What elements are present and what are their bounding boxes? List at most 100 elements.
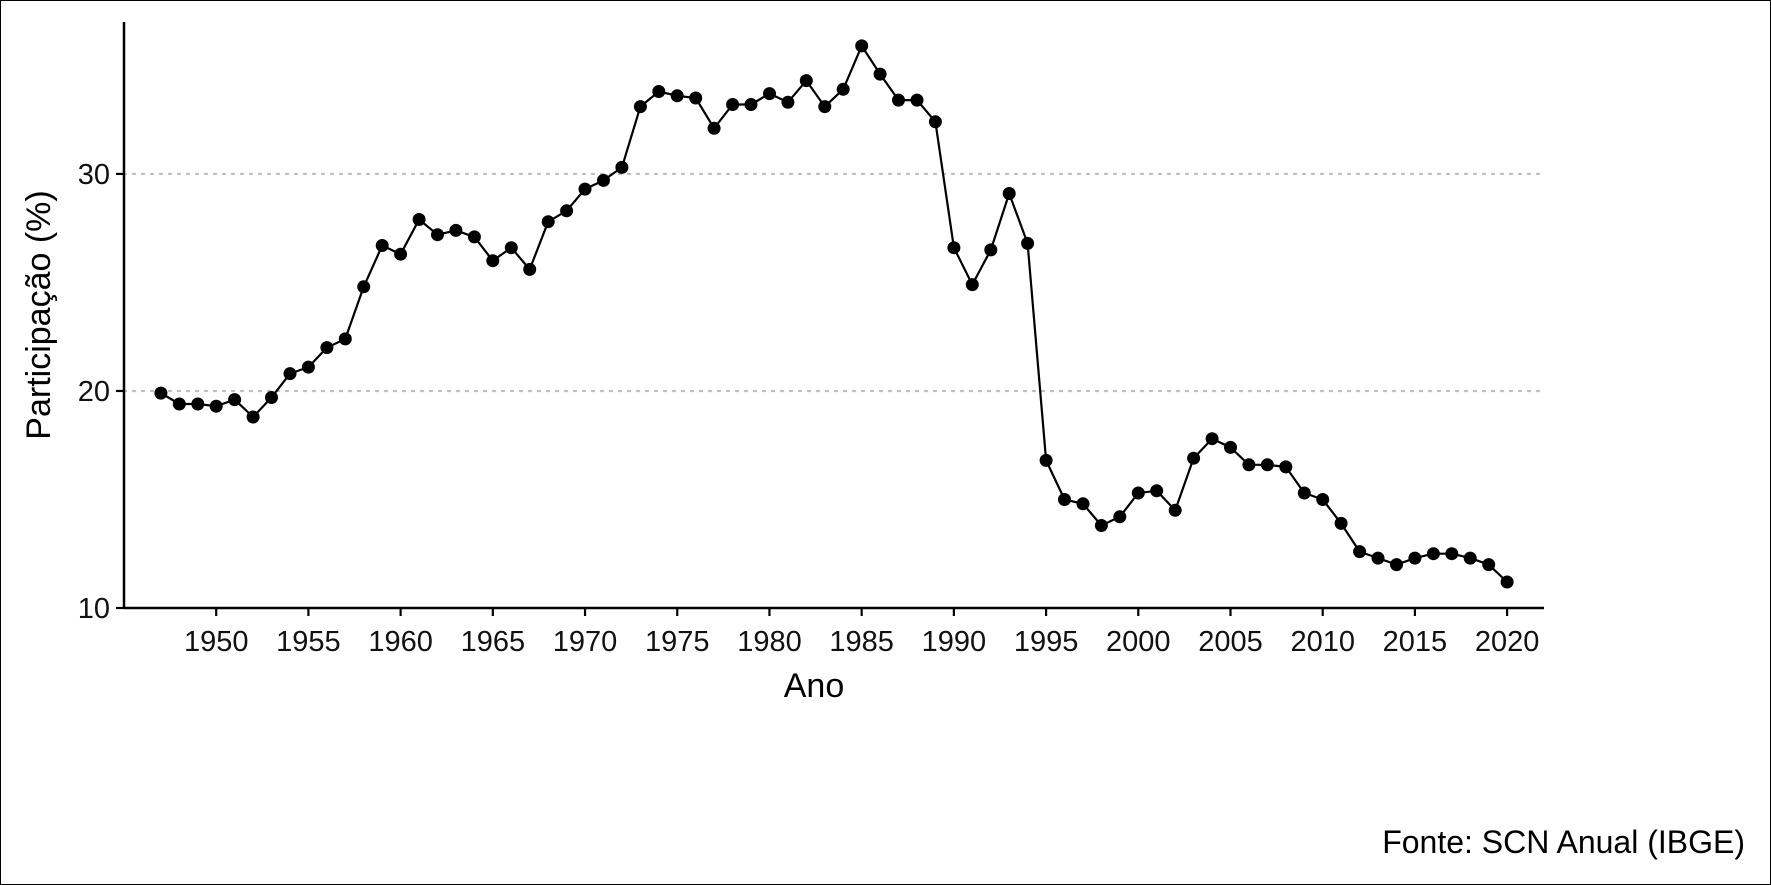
data-point (154, 386, 168, 400)
data-point (1390, 558, 1403, 572)
series-points (154, 39, 1514, 589)
data-point (781, 95, 795, 109)
data-point (1371, 551, 1385, 565)
data-point (726, 98, 740, 111)
data-point (1150, 484, 1164, 498)
data-point (191, 397, 205, 411)
x-tick-label: 1950 (184, 626, 249, 658)
data-point (357, 280, 371, 294)
data-point (338, 332, 352, 346)
data-point (615, 160, 629, 174)
data-point (1058, 493, 1071, 506)
data-point (1131, 486, 1145, 500)
x-tick-label: 1985 (829, 626, 894, 658)
data-point (689, 91, 703, 105)
data-point (375, 239, 389, 252)
data-point (1482, 558, 1496, 572)
x-tick-label: 1960 (368, 626, 433, 658)
y-axis-title: Participação (%) (20, 190, 58, 439)
data-point (763, 87, 776, 101)
data-point (578, 182, 592, 196)
data-point (172, 397, 186, 411)
data-point (1279, 460, 1293, 474)
data-point (246, 410, 260, 424)
x-tick-label: 1995 (1014, 626, 1079, 658)
x-axis-ticks: 1950 1955 1960 1965 1970 1975 1980 1985 1990 1995… (184, 608, 1539, 658)
x-tick-label: 2005 (1198, 626, 1263, 658)
data-point (707, 121, 721, 135)
data-point (1205, 432, 1219, 446)
data-point (744, 98, 758, 111)
x-axis-title: Ano (784, 667, 845, 705)
x-tick-label: 1975 (645, 626, 710, 658)
x-tick-label: 1980 (737, 626, 802, 658)
data-point (633, 100, 647, 114)
data-point (431, 228, 444, 242)
data-point (928, 115, 942, 129)
data-point (394, 247, 408, 261)
data-point (947, 241, 961, 255)
data-point (818, 100, 832, 114)
data-point (1426, 547, 1440, 561)
series-line (160, 44, 1508, 583)
data-point (320, 341, 334, 355)
data-point (855, 39, 869, 53)
data-point (1463, 551, 1477, 565)
x-tick-label: 2000 (1106, 626, 1171, 658)
data-point (1334, 516, 1348, 530)
y-tick-label: 10 (78, 593, 110, 625)
data-point (984, 243, 998, 257)
x-tick-label: 1990 (922, 626, 987, 658)
data-point (1224, 440, 1237, 454)
data-point (504, 241, 518, 255)
gridlines (122, 172, 1546, 393)
data-point (486, 254, 500, 268)
data-point (1500, 575, 1514, 589)
data-point (1076, 497, 1090, 511)
data-point (449, 223, 463, 237)
data-point (301, 360, 315, 374)
data-point (1316, 493, 1330, 506)
data-point (1039, 453, 1053, 467)
data-point (1445, 547, 1459, 561)
y-axis-ticks: 10 20 30 (78, 159, 124, 625)
data-point (560, 204, 574, 218)
data-point (228, 393, 242, 407)
data-point (836, 82, 850, 96)
x-tick-label: 2020 (1475, 626, 1540, 658)
data-point (1168, 503, 1182, 517)
x-tick-label: 1965 (461, 626, 526, 658)
data-point (1094, 519, 1108, 532)
data-point (1260, 458, 1274, 472)
x-tick-label: 2010 (1290, 626, 1355, 658)
data-point (467, 230, 481, 244)
data-point (1408, 551, 1422, 565)
data-point (799, 74, 813, 88)
data-point (1002, 187, 1016, 200)
data-point (1021, 236, 1035, 250)
data-point (412, 213, 426, 226)
data-point (910, 93, 924, 107)
data-point (1242, 458, 1256, 472)
x-tick-label: 2015 (1383, 626, 1448, 658)
source-caption: Fonte: SCN Anual (IBGE) (1382, 824, 1745, 860)
data-point (670, 89, 684, 103)
x-tick-label: 1955 (276, 626, 341, 658)
data-point (1297, 486, 1311, 500)
data-point (1353, 545, 1367, 559)
data-point (265, 391, 278, 404)
y-tick-label: 30 (78, 159, 110, 191)
data-point (523, 262, 537, 276)
data-point (873, 67, 887, 81)
data-point (597, 173, 610, 187)
data-point (965, 278, 979, 292)
data-point (283, 367, 297, 381)
data-point (209, 399, 223, 413)
y-tick-label: 20 (78, 376, 110, 408)
data-point (652, 85, 666, 98)
data-point (892, 93, 905, 107)
data-point (1113, 510, 1127, 524)
data-point (541, 215, 555, 229)
